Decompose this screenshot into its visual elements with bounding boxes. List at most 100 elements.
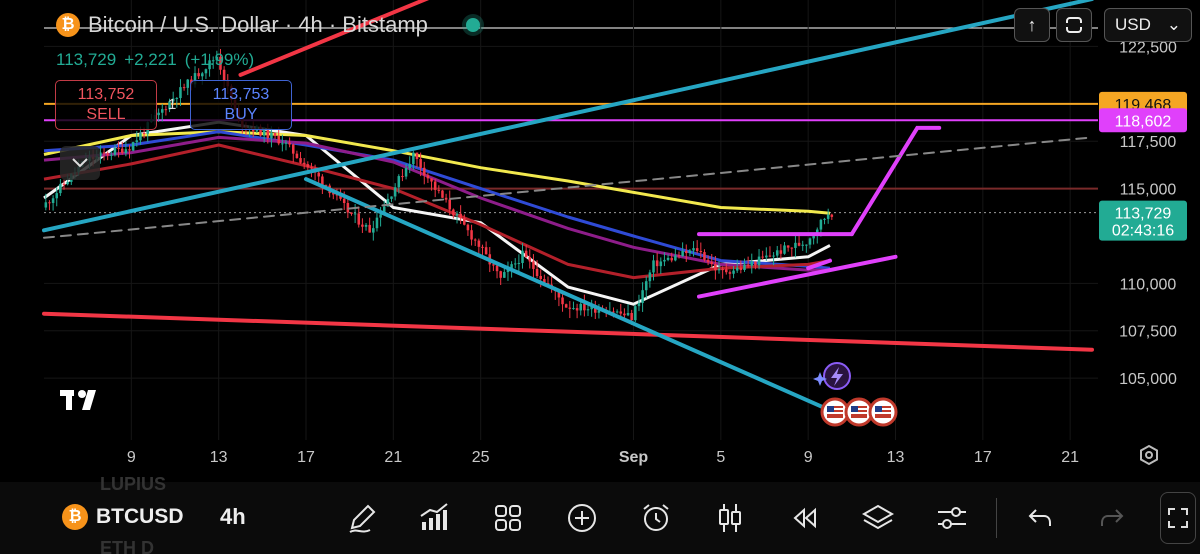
undo-button[interactable] xyxy=(1022,500,1062,536)
chart-type-button[interactable] xyxy=(712,500,752,536)
alerts-button[interactable] xyxy=(638,500,678,536)
candle-body xyxy=(288,142,291,145)
scroll-to-top-button[interactable]: ↑ xyxy=(1014,8,1050,42)
us-flag-icon[interactable] xyxy=(844,397,874,427)
candle-body xyxy=(441,190,444,198)
chart-settings-button[interactable] xyxy=(1138,444,1160,472)
candle-body xyxy=(372,228,375,233)
interval-selector[interactable]: 4h xyxy=(220,504,246,529)
candle-body xyxy=(284,142,288,144)
candle-body xyxy=(66,181,69,185)
sparkle-icon xyxy=(813,372,827,386)
sell-button[interactable]: 113,752 SELL xyxy=(55,80,157,130)
buy-button[interactable]: 113,753 BUY xyxy=(190,80,292,130)
candle-body xyxy=(677,255,681,257)
economic-events[interactable] xyxy=(813,362,898,427)
add-symbol-button[interactable] xyxy=(564,500,604,536)
candle-body xyxy=(794,242,797,248)
candle-body xyxy=(572,308,575,310)
candle-body xyxy=(401,176,404,178)
object-tree-button[interactable] xyxy=(860,500,900,536)
spread-value: 1 xyxy=(168,96,177,113)
candle-body xyxy=(157,112,160,116)
candle-body xyxy=(295,153,299,159)
trend-line[interactable] xyxy=(43,136,1093,239)
candle-body xyxy=(564,304,568,308)
candle-body xyxy=(637,303,641,307)
candle-body xyxy=(746,264,750,266)
candle-body xyxy=(412,152,415,165)
trend-line[interactable] xyxy=(42,311,1094,352)
drawing-tools-button[interactable] xyxy=(344,500,384,536)
candle-body xyxy=(819,219,823,230)
price-chart[interactable]: 122,500 117,500 115,000 110,000 107,500 105,0… xyxy=(0,0,1200,482)
candle-body xyxy=(455,213,459,216)
candle-body xyxy=(426,175,430,179)
buy-price: 113,753 xyxy=(212,86,270,103)
trend-line[interactable] xyxy=(849,125,942,237)
candle-body xyxy=(674,255,677,261)
candle-body xyxy=(397,176,401,188)
trend-drawings[interactable] xyxy=(42,0,1094,413)
currency-select[interactable]: USD ⌄ xyxy=(1104,8,1192,42)
candle-body xyxy=(699,250,703,253)
us-flag-icon[interactable] xyxy=(820,397,850,427)
trend-line[interactable] xyxy=(806,258,832,271)
candle-body xyxy=(473,239,477,241)
candle-body xyxy=(106,153,109,156)
pen-icon xyxy=(349,504,376,533)
candle-body xyxy=(310,167,313,169)
candle-body xyxy=(688,250,692,254)
candle-body xyxy=(684,250,688,254)
candle-body xyxy=(765,255,768,258)
indicators-button[interactable] xyxy=(416,500,456,536)
moving-averages xyxy=(43,120,831,306)
candle-body xyxy=(44,202,48,208)
trend-line[interactable] xyxy=(42,0,1094,233)
sell-price: 113,752 xyxy=(77,86,135,103)
candle-body xyxy=(430,178,433,182)
candle-body xyxy=(626,312,630,316)
market-open-indicator xyxy=(465,18,480,32)
symbol-title[interactable]: Bitcoin / U.S. Dollar · 4h · Bitstamp xyxy=(88,12,428,37)
candle-body xyxy=(528,256,532,262)
trend-line[interactable] xyxy=(697,254,898,299)
chart-settings-toolbar-button[interactable] xyxy=(934,500,974,536)
y-tick-label: 105,000 xyxy=(1119,371,1177,388)
layouts-button[interactable] xyxy=(490,500,530,536)
replay-button[interactable] xyxy=(786,500,826,536)
candle-body xyxy=(62,183,66,185)
candle-body xyxy=(99,152,102,156)
redo-button[interactable] xyxy=(1094,500,1134,536)
candle-body xyxy=(332,193,335,195)
price-change: +2,221 xyxy=(124,50,177,69)
candle-body xyxy=(648,272,652,282)
candle-body xyxy=(382,206,386,215)
candle-body xyxy=(681,250,684,257)
chevron-down-icon xyxy=(72,158,88,168)
candle-body xyxy=(128,149,131,151)
hexagon-settings-icon xyxy=(1140,444,1158,466)
expand-toolbar-button[interactable] xyxy=(1160,492,1196,544)
time-axis[interactable]: 9 13 17 21 25 Sep 5 9 13 17 21 xyxy=(0,440,1200,482)
trend-line[interactable] xyxy=(238,0,612,77)
candle-body xyxy=(306,164,310,168)
fullscreen-button[interactable] xyxy=(1056,8,1092,42)
trend-line[interactable] xyxy=(304,177,832,413)
candle-body xyxy=(510,264,513,269)
redo-icon xyxy=(1101,509,1124,526)
candle-body xyxy=(168,101,171,110)
candle-body xyxy=(754,261,757,266)
rewind-icon xyxy=(793,507,816,529)
collapse-legend-button[interactable] xyxy=(60,146,100,180)
candle-body xyxy=(368,224,371,233)
candle-body xyxy=(131,142,135,151)
candle-body xyxy=(59,183,62,194)
us-flag-icon[interactable] xyxy=(868,397,898,427)
symbol-selector[interactable]: ₿ BTCUSD xyxy=(62,504,184,530)
candle-body xyxy=(499,271,502,278)
candle-body xyxy=(790,247,794,249)
candle-body xyxy=(342,198,346,204)
x-tick-label: 21 xyxy=(384,449,402,466)
price-axis[interactable]: 122,500 117,500 115,000 110,000 107,500 105,0… xyxy=(1098,0,1200,482)
